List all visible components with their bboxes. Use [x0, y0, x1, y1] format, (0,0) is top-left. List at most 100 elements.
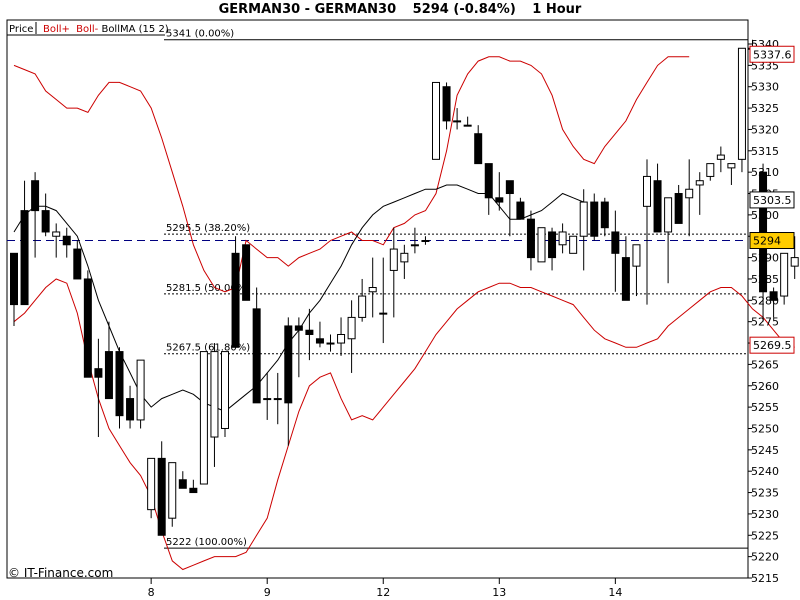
candle-body-up	[358, 295, 367, 318]
candle	[453, 108, 462, 130]
candle-body-up	[347, 316, 356, 340]
candle	[611, 210, 620, 292]
candle	[315, 321, 324, 348]
y-tick-label: 5255	[751, 401, 779, 414]
x-day-label: 14	[608, 586, 622, 599]
candle	[410, 227, 419, 254]
candle-body-up	[263, 398, 272, 401]
candle-body-up	[337, 333, 346, 344]
candle	[516, 197, 525, 220]
candle	[337, 317, 346, 356]
candle	[263, 372, 272, 420]
candle	[273, 372, 282, 425]
candle-body-down	[315, 338, 324, 344]
x-day-label: 9	[264, 586, 271, 599]
candle-body-down	[653, 180, 662, 233]
candle-body-up	[453, 120, 462, 123]
candle	[495, 172, 504, 211]
candle	[73, 240, 82, 280]
fib-label: 5341 (0.00%)	[166, 29, 234, 40]
candle	[727, 163, 736, 185]
y-tick-label: 5300	[751, 209, 779, 222]
candle	[62, 227, 71, 258]
y-tick-label: 5220	[751, 551, 779, 564]
candle	[526, 210, 535, 271]
candle	[115, 347, 124, 429]
candle-body-down	[484, 163, 493, 199]
legend-bollma: BollMA (15 2)	[101, 24, 168, 35]
candle	[104, 321, 113, 400]
candle-body-up	[569, 235, 578, 254]
candle	[347, 300, 356, 373]
candle	[379, 257, 388, 344]
candle-body-down	[157, 457, 166, 536]
candle	[421, 236, 430, 245]
candle-body-up	[136, 359, 145, 421]
candle	[389, 227, 398, 318]
candle-body-up	[727, 163, 736, 169]
right-value-text: 5337.6	[753, 48, 792, 61]
candle-body-down	[516, 201, 525, 220]
candle-body-down	[231, 252, 240, 348]
fibonacci-layer: 5341 (0.00%) 5295.5 (38.20%) 5281.5 (50.00…	[7, 29, 748, 549]
candle	[305, 308, 314, 361]
candle-body-down	[178, 479, 187, 489]
candle	[210, 343, 219, 467]
y-tick-label: 5275	[751, 316, 779, 329]
candle-body-up	[537, 227, 546, 263]
candle	[242, 244, 251, 301]
legend-boll-plus: Boll+	[43, 24, 70, 35]
candle	[284, 317, 293, 446]
candle-body-down	[548, 231, 557, 259]
candle-body-up	[326, 342, 335, 345]
candle	[432, 81, 440, 160]
fib-label: 5222 (100.00%)	[166, 537, 247, 548]
candle	[41, 193, 50, 237]
candle	[600, 197, 609, 237]
chart-title: GERMAN30 - GERMAN30 5294 (-0.84%) 1 Hour	[0, 2, 800, 17]
candle-body-up	[643, 175, 651, 207]
candle	[653, 163, 662, 233]
candle-body-down	[294, 325, 303, 331]
y-tick-label: 5260	[751, 380, 779, 393]
candle	[716, 146, 725, 173]
candle	[664, 197, 673, 284]
legend-indicator: Boll+ Boll- BollMA (15 2)	[43, 24, 169, 35]
candle-body-down	[83, 278, 92, 378]
candle-body-down	[115, 351, 124, 417]
candle-body-down	[590, 201, 599, 237]
lower-band-line	[13, 278, 795, 571]
candle	[442, 82, 451, 130]
candle-body-up	[199, 351, 208, 485]
right-value-text: 5269.5	[753, 339, 792, 352]
candle	[126, 385, 135, 429]
right-value-text: 5294	[753, 235, 781, 248]
candle-body-down	[495, 197, 504, 203]
candle-body-down	[73, 248, 82, 280]
candle-body-down	[284, 325, 293, 404]
candle	[695, 172, 704, 215]
x-day-label: 12	[376, 586, 390, 599]
candle	[252, 287, 261, 404]
candle-body-up	[695, 180, 704, 186]
candle-body-down	[20, 210, 29, 306]
candle	[157, 441, 166, 536]
y-tick-label: 5230	[751, 508, 779, 521]
candle-body-down	[41, 210, 50, 233]
candle-body-up	[400, 252, 409, 263]
y-tick-label: 5310	[751, 166, 779, 179]
candle	[484, 163, 493, 215]
candle	[548, 227, 557, 271]
candle-body-up	[379, 312, 388, 315]
y-tick-label: 5320	[751, 123, 779, 136]
candle-body-up	[706, 163, 715, 177]
y-tick-label: 5225	[751, 529, 779, 542]
y-tick-label: 5315	[751, 145, 779, 158]
y-tick-label: 5265	[751, 358, 779, 371]
candle-body-down	[242, 244, 251, 301]
candle	[706, 163, 715, 181]
candle	[31, 172, 40, 258]
candle-body-down	[442, 86, 451, 122]
candle-body-down	[526, 218, 535, 259]
